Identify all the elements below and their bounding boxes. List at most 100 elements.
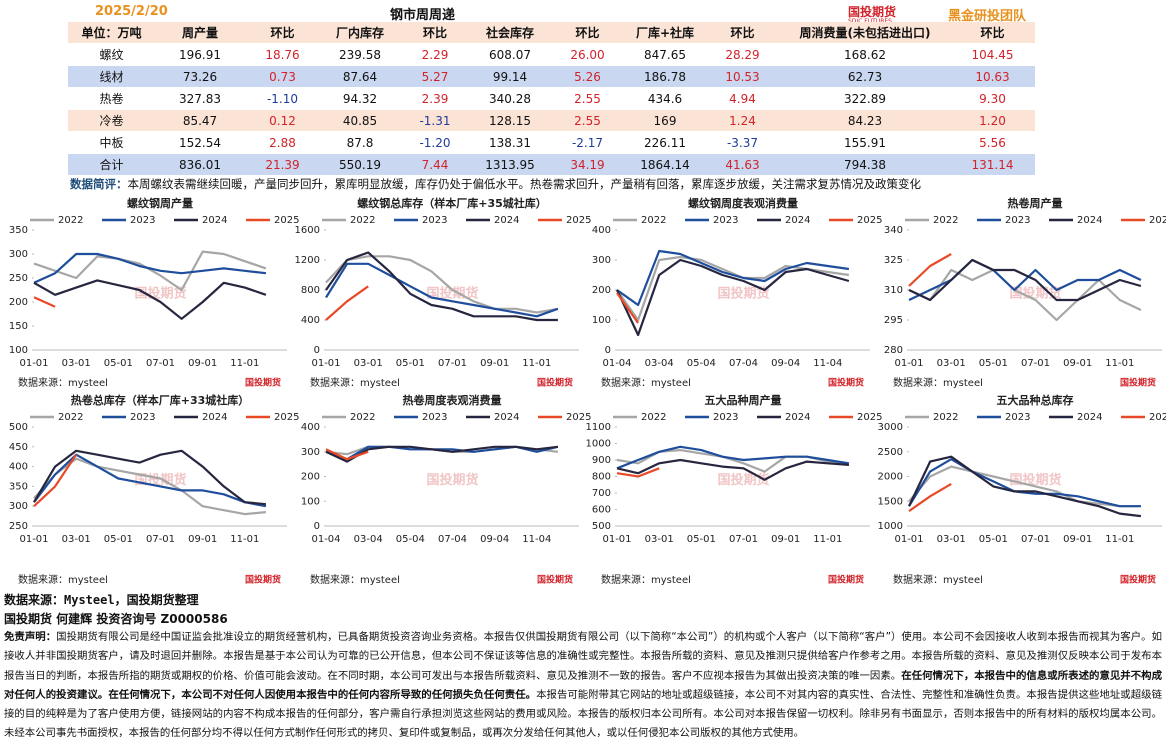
- legend-label: 2023: [422, 215, 447, 226]
- legend-label: 2022: [933, 412, 958, 423]
- x-tick-label: 03-04: [354, 534, 383, 545]
- y-tick-label: 1600: [295, 225, 320, 236]
- chart-title: 螺纹钢周产量: [127, 196, 193, 210]
- legend-label: 2022: [350, 412, 375, 423]
- header-cell: 环比: [705, 22, 780, 44]
- legend-label: 2022: [350, 215, 375, 226]
- legend-label: 2022: [641, 412, 666, 423]
- header-cell: 环比: [550, 22, 625, 44]
- source-logo: 国投期货: [828, 574, 864, 586]
- legend-label: 2023: [713, 215, 738, 226]
- table-cell: 196.91: [155, 43, 245, 66]
- y-tick-label: 300: [592, 255, 611, 266]
- y-tick-label: 1200: [295, 255, 320, 266]
- watermark: 国投期货: [717, 472, 769, 488]
- series-line: [616, 467, 660, 478]
- x-tick-label: 05-04: [396, 534, 425, 545]
- y-tick-label: 800: [592, 472, 611, 483]
- y-tick-label: 100: [592, 315, 611, 326]
- legend-label: 2024: [785, 412, 810, 423]
- chart-source: 数据来源：mysteel: [310, 376, 400, 389]
- legend-label: 2023: [1005, 412, 1030, 423]
- table-cell: 21.39: [245, 153, 320, 176]
- x-tick-label: 07-01: [146, 534, 175, 545]
- y-tick-label: 400: [9, 462, 28, 473]
- source-logo: 国投期货: [245, 574, 281, 586]
- table-cell: 7.44: [400, 153, 470, 176]
- table-cell: 1.20: [950, 109, 1035, 132]
- y-tick-label: 1500: [878, 496, 903, 507]
- table-row: 线材 73.26 0.73 87.64 5.27 99.14 5.26 186.78 10.53…: [68, 65, 1035, 88]
- table-cell: -1.31: [400, 109, 470, 132]
- x-tick-label: 07-04: [438, 534, 467, 545]
- table-cell: 836.01: [155, 153, 245, 176]
- legend-label: 2025: [274, 412, 299, 423]
- table-cell: 28.29: [705, 43, 780, 66]
- x-tick-label: 01-04: [602, 358, 631, 369]
- source-logo: 国投期货: [1120, 377, 1156, 389]
- table-cell: 0.73: [245, 65, 320, 88]
- legend-label: 2022: [933, 215, 958, 226]
- y-tick-label: 450: [9, 442, 28, 453]
- y-tick-label: 200: [301, 472, 320, 483]
- x-tick-label: 05-04: [687, 358, 716, 369]
- chart-title: 热卷周产量: [1008, 196, 1063, 210]
- header-cell: 社会库存: [470, 22, 550, 44]
- header-cell: 单位：万吨: [68, 22, 155, 44]
- table-cell: 中板: [68, 131, 155, 154]
- x-tick-label: 03-01: [62, 358, 91, 369]
- table-cell: 1.24: [705, 109, 780, 132]
- x-tick-label: 01-01: [602, 534, 631, 545]
- y-tick-label: 0: [605, 345, 611, 356]
- legend-label: 2024: [494, 215, 519, 226]
- logo-sub: SDIC FUTURES: [848, 18, 896, 25]
- table-cell: 138.31: [470, 131, 550, 154]
- table-cell: 34.19: [550, 153, 625, 176]
- disclaimer-text: 在任何情况下，本报告中的信息或所表述的意见并不构成对任何人的投资建议。在任何情况…: [4, 669, 1162, 701]
- series-line: [908, 268, 1142, 322]
- header-cell: 周产量: [155, 22, 245, 44]
- y-tick-label: 1000: [878, 521, 903, 532]
- x-tick-label: 09-01: [188, 534, 217, 545]
- chart-title: 热卷周度表观消费量: [403, 393, 502, 407]
- table-row: 合计 836.01 21.39 550.19 7.44 1313.95 34.19 1864.…: [68, 153, 1035, 176]
- table-cell: 合计: [68, 153, 155, 176]
- y-tick-label: 300: [301, 447, 320, 458]
- series-line: [616, 249, 850, 307]
- table-cell: 239.58: [320, 43, 400, 66]
- x-tick-label: 01-01: [894, 358, 923, 369]
- series-line: [325, 251, 558, 322]
- table-cell: 2.55: [550, 87, 625, 110]
- header-cell: 厂库+社库: [625, 22, 705, 44]
- table-cell: 550.19: [320, 153, 400, 176]
- series-line: [325, 255, 559, 314]
- y-tick-label: 2500: [878, 447, 903, 458]
- x-tick-label: 11-01: [813, 534, 842, 545]
- series-line: [616, 258, 850, 337]
- y-tick-label: 3000: [878, 422, 903, 433]
- table-cell: 340.28: [470, 87, 550, 110]
- table-cell: -1.10: [245, 87, 320, 110]
- series-line: [616, 458, 849, 481]
- logo: 国投期货SDIC FUTURES: [848, 3, 896, 25]
- x-tick-label: 03-01: [937, 534, 966, 545]
- series-line: [616, 292, 639, 324]
- series-line: [908, 455, 1142, 518]
- legend-label: 2024: [202, 215, 227, 226]
- legend-label: 2022: [58, 412, 83, 423]
- x-tick-label: 11-01: [230, 358, 259, 369]
- x-tick-label: 07-01: [1021, 534, 1050, 545]
- chart-source: 数据来源：mysteel: [893, 573, 983, 586]
- source-logo: 国投期货: [828, 377, 864, 389]
- table-cell: 434.6: [625, 87, 705, 110]
- legend-label: 2025: [857, 215, 882, 226]
- disclaimer-text: 免责声明：: [4, 631, 57, 643]
- table-cell: 9.30: [950, 87, 1035, 110]
- table-cell: 128.15: [470, 109, 550, 132]
- x-tick-label: 03-01: [354, 358, 383, 369]
- table-cell: 冷卷: [68, 109, 155, 132]
- table-cell: 131.14: [950, 153, 1035, 176]
- disclaimer-text: 本报告可能附带其它网站的地址或超级链接，本公司不对其内容的真实性、合法性、完整性…: [4, 688, 1162, 740]
- source-logo: 国投期货: [1120, 574, 1156, 586]
